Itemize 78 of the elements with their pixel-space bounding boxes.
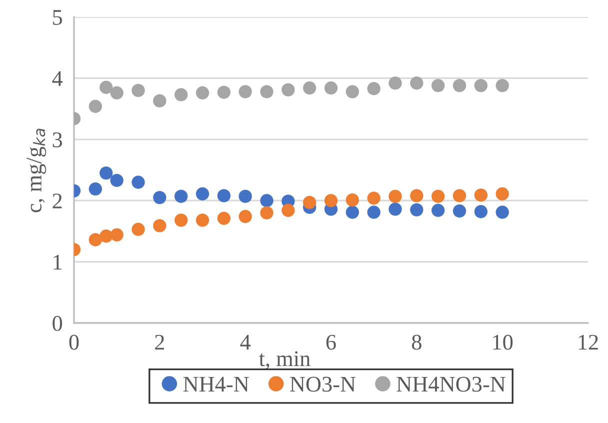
point bbox=[367, 82, 380, 96]
point bbox=[132, 222, 145, 236]
point bbox=[153, 94, 166, 108]
point bbox=[260, 206, 274, 220]
point bbox=[452, 78, 466, 92]
point bbox=[346, 193, 360, 207]
point bbox=[196, 214, 210, 227]
point bbox=[153, 190, 166, 204]
point bbox=[110, 86, 124, 100]
point bbox=[100, 230, 113, 243]
point bbox=[388, 202, 402, 216]
point bbox=[282, 83, 295, 96]
point bbox=[153, 219, 166, 232]
point bbox=[100, 80, 113, 94]
point bbox=[174, 190, 188, 203]
point bbox=[110, 228, 124, 242]
point bbox=[410, 189, 424, 202]
point bbox=[174, 214, 188, 227]
point bbox=[260, 85, 274, 98]
point bbox=[346, 85, 360, 98]
point bbox=[238, 190, 252, 203]
point bbox=[174, 88, 188, 102]
point bbox=[367, 206, 380, 219]
x-axis-title: t, min bbox=[259, 351, 310, 370]
point bbox=[431, 204, 445, 217]
point bbox=[88, 233, 102, 246]
point bbox=[260, 194, 274, 208]
point bbox=[100, 166, 113, 180]
x-tick-label: 2 bbox=[155, 334, 164, 350]
y-tick-label: 0 bbox=[52, 316, 62, 331]
x-tick-label: 10 bbox=[493, 334, 513, 350]
x-tick-label: 4 bbox=[240, 334, 251, 350]
point bbox=[410, 203, 424, 216]
x-tick-label: 0 bbox=[69, 334, 79, 350]
point bbox=[196, 86, 210, 100]
y-tick-label: 1 bbox=[54, 254, 62, 270]
legend-label: NH4-N bbox=[183, 376, 249, 392]
point bbox=[388, 190, 402, 203]
y-tick-label: 5 bbox=[53, 10, 62, 25]
point bbox=[431, 190, 445, 203]
point bbox=[88, 182, 102, 196]
point bbox=[238, 85, 252, 98]
point bbox=[367, 192, 380, 205]
point bbox=[474, 205, 488, 218]
point bbox=[496, 206, 509, 219]
point bbox=[196, 187, 210, 200]
legend-label: NO3-N bbox=[290, 376, 356, 392]
point bbox=[217, 86, 231, 99]
y-tick-label: 2 bbox=[52, 194, 62, 208]
x-tick-label: 6 bbox=[326, 334, 336, 350]
point bbox=[410, 76, 424, 90]
legend-label: NH4NO3-N bbox=[396, 376, 506, 392]
x-tick-label: 12 bbox=[578, 334, 598, 350]
point bbox=[324, 81, 338, 95]
y-tick-label: 3 bbox=[52, 132, 62, 148]
y-tick-label: 4 bbox=[52, 71, 63, 86]
point bbox=[431, 78, 445, 92]
point bbox=[474, 78, 488, 92]
y-axis-title: c, mg/g$_{ka}$ bbox=[26, 128, 46, 212]
point bbox=[346, 206, 360, 219]
point bbox=[282, 204, 295, 217]
point bbox=[496, 78, 509, 92]
point bbox=[238, 210, 252, 224]
point bbox=[88, 100, 102, 113]
point bbox=[302, 196, 316, 210]
point bbox=[452, 204, 466, 218]
point bbox=[132, 84, 145, 98]
point bbox=[324, 194, 338, 208]
point bbox=[388, 76, 402, 90]
point bbox=[217, 189, 231, 202]
point bbox=[496, 187, 509, 200]
point bbox=[132, 176, 145, 189]
point bbox=[302, 81, 316, 95]
point bbox=[452, 189, 466, 202]
point bbox=[217, 212, 231, 225]
point bbox=[474, 188, 488, 202]
point bbox=[110, 174, 124, 187]
x-tick-label: 8 bbox=[412, 334, 422, 350]
